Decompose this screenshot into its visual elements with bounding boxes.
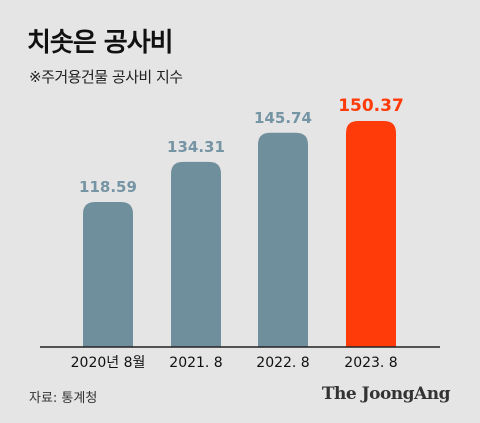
source-note: 자료: 통계청 xyxy=(29,391,98,406)
value-label-3: 145.74 xyxy=(254,109,312,127)
category-label-4: 2023. 8 xyxy=(344,355,397,371)
category-label-3: 2022. 8 xyxy=(256,355,309,371)
value-label-1: 118.59 xyxy=(79,178,137,196)
page-title: 치솟은 공사비 xyxy=(27,28,174,58)
category-label-2: 2021. 8 xyxy=(169,355,222,371)
bar-1 xyxy=(83,201,133,347)
value-label-4: 150.37 xyxy=(338,96,404,116)
publisher-logo: The JoongAng xyxy=(321,384,451,404)
category-label-1: 2020년 8월 xyxy=(71,355,146,371)
bar-3 xyxy=(258,132,308,347)
bar-4 xyxy=(346,120,396,347)
bar-2 xyxy=(171,161,221,347)
value-label-2: 134.31 xyxy=(167,138,225,156)
page-subtitle: ※주거용건물 공사비 지수 xyxy=(29,68,183,86)
